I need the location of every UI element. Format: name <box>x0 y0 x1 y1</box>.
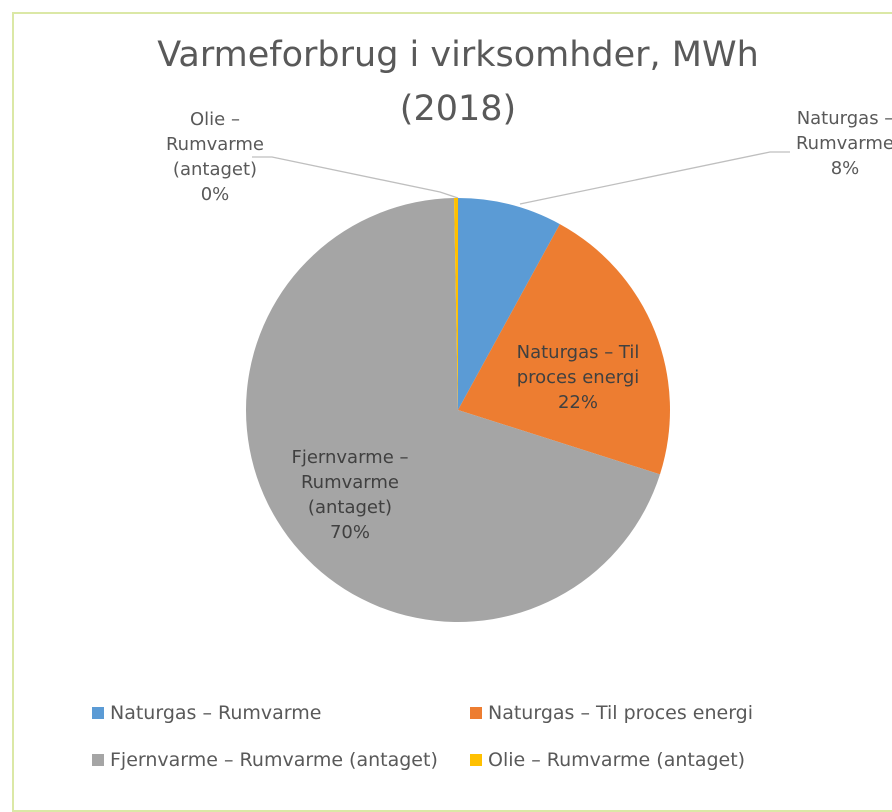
chart-title: Varmeforbrug i virksomhder, MWh (2018) <box>157 35 759 129</box>
legend-label: Naturgas – Rumvarme <box>110 702 322 724</box>
legend-swatch <box>92 754 104 766</box>
data-label: Fjernvarme – Rumvarme (antaget) 70% <box>270 445 430 545</box>
data-label-category: Fjernvarme – Rumvarme (antaget) <box>291 447 409 518</box>
legend-item: Olie – Rumvarme (antaget) <box>470 749 745 771</box>
leader-line <box>519 151 790 205</box>
data-label-value: 8% <box>830 158 860 179</box>
page: Varmeforbrug i virksomhder, MWh (2018) (… <box>12 12 892 812</box>
data-label: Olie – Rumvarme (antaget) 0% <box>150 107 280 207</box>
data-label-value: 0% <box>200 184 230 205</box>
legend-label: Olie – Rumvarme (antaget) <box>488 749 746 771</box>
data-label: Naturgas – Rumvarme 8% <box>775 106 892 181</box>
legend-swatch <box>470 754 482 766</box>
legend-item: Naturgas – Rumvarme <box>92 702 321 724</box>
data-label-category: Olie – Rumvarme (antaget) <box>165 109 264 180</box>
data-label-category: Naturgas – Rumvarme <box>795 108 892 154</box>
data-label-category: Naturgas – Til proces energi <box>516 342 640 388</box>
legend-label: Naturgas – Til proces energi <box>488 702 754 724</box>
leader-line <box>252 156 459 199</box>
pie-slice <box>458 224 670 475</box>
chart <box>245 151 790 623</box>
legend-swatch <box>92 707 104 719</box>
legend-item: Fjernvarme – Rumvarme (antaget) <box>92 749 438 771</box>
legend-label: Fjernvarme – Rumvarme (antaget) <box>110 749 438 771</box>
pie-slice <box>245 198 660 623</box>
legend-item: Naturgas – Til proces energi <box>470 702 753 724</box>
data-label: Naturgas – Til proces energi 22% <box>498 340 658 415</box>
legend-swatch <box>470 707 482 719</box>
pie-slice <box>454 198 458 410</box>
data-label-value: 22% <box>557 392 598 413</box>
data-label-value: 70% <box>329 522 370 543</box>
pie-slice <box>458 198 560 410</box>
